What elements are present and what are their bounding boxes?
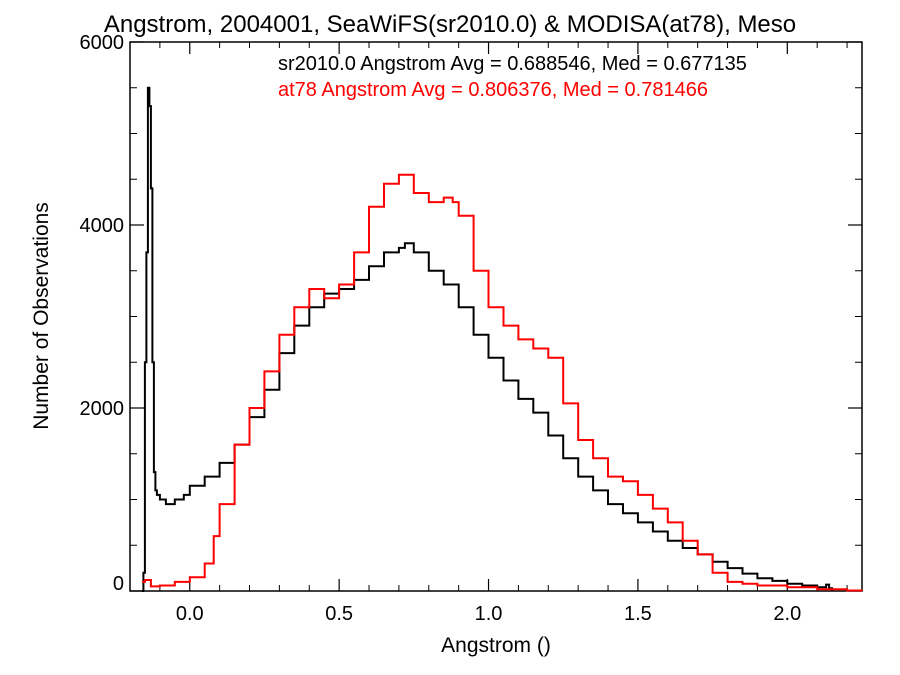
x-tick-label: 0.0 — [176, 603, 204, 625]
series-layer — [142, 86, 863, 592]
x-tick-label: 1.0 — [475, 603, 503, 625]
x-tick-label: 2.0 — [773, 603, 801, 625]
black-series-stats: sr2010.0 Angstrom Avg = 0.688546, Med = … — [278, 53, 747, 75]
x-tick-label: 1.5 — [624, 603, 652, 625]
red-series-stats: at78 Angstrom Avg = 0.806376, Med = 0.78… — [278, 79, 708, 101]
x-axis-label: Angstrom () — [441, 634, 551, 657]
axis-ticks: 0.0 0.5 1.0 1.5 2.0 0 2000 4000 6000 — [80, 32, 862, 625]
y-axis-label: Number of Observations — [30, 202, 53, 430]
series-line-1 — [142, 173, 863, 592]
plot-frame — [129, 41, 863, 592]
x-tick-label: 0.5 — [325, 603, 353, 625]
y-tick-label: 2000 — [80, 398, 125, 420]
y-tick-label: 0 — [113, 573, 124, 595]
series-line-0 — [142, 86, 834, 592]
chart-title: Angstrom, 2004001, SeaWiFS(sr2010.0) & M… — [104, 11, 796, 38]
y-tick-label: 4000 — [80, 215, 125, 237]
y-tick-label: 6000 — [80, 32, 125, 54]
